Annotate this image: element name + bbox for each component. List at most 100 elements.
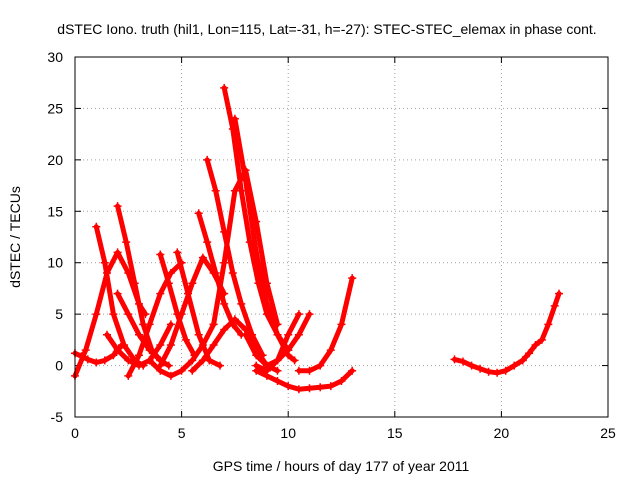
x-tick-label: 25 <box>600 425 616 441</box>
data-point <box>209 320 218 329</box>
data-point <box>177 310 186 319</box>
data-point <box>348 274 357 283</box>
y-tick-label: 15 <box>47 203 63 219</box>
data-point <box>113 289 122 298</box>
x-tick-label: 15 <box>387 425 403 441</box>
data-point <box>518 356 527 365</box>
data-point <box>220 83 229 92</box>
data-point <box>81 346 90 355</box>
data-point <box>252 366 261 375</box>
data-point <box>194 209 203 218</box>
y-tick-label: 5 <box>55 306 63 322</box>
data-point <box>237 299 246 308</box>
series-trace <box>252 310 303 375</box>
data-point <box>252 248 261 257</box>
data-point <box>262 299 271 308</box>
data-point <box>130 279 139 288</box>
x-axis-label: GPS time / hours of day 177 of year 2011 <box>213 458 470 474</box>
series-line <box>253 368 355 392</box>
data-point <box>348 366 357 375</box>
data-point <box>305 366 314 375</box>
data-point <box>337 320 346 329</box>
data-point <box>83 355 92 364</box>
data-point <box>156 289 165 298</box>
data-point <box>273 330 282 339</box>
series-trace <box>294 274 357 375</box>
data-point <box>525 349 534 358</box>
data-point <box>198 341 207 349</box>
data-point <box>544 320 553 329</box>
data-point <box>459 357 467 366</box>
data-point <box>294 310 303 319</box>
series-group <box>71 83 563 394</box>
series-trace <box>124 258 186 380</box>
data-point <box>237 186 246 195</box>
data-point <box>92 222 101 231</box>
data-point <box>135 330 143 339</box>
axis-ticks: 0 5 10 15 20 25 -5 0 5 10 15 20 25 30 <box>47 49 616 441</box>
data-point <box>316 361 325 370</box>
data-point <box>145 320 154 329</box>
data-point <box>166 341 175 349</box>
data-point <box>92 358 101 367</box>
data-point <box>284 330 293 339</box>
data-point <box>135 351 143 360</box>
data-point <box>230 114 239 123</box>
data-point <box>156 250 165 259</box>
data-point <box>510 361 519 370</box>
y-tick-label: -5 <box>51 409 64 425</box>
x-tick-label: 5 <box>178 425 186 441</box>
data-point <box>484 367 493 376</box>
data-point <box>230 315 239 324</box>
y-tick-label: 0 <box>55 358 63 374</box>
data-point <box>145 346 154 355</box>
data-point <box>113 202 122 211</box>
data-point <box>209 341 218 349</box>
data-point <box>124 310 133 319</box>
y-tick-label: 20 <box>47 152 63 168</box>
x-tick-label: 0 <box>71 425 79 441</box>
data-point <box>555 289 563 298</box>
data-point <box>228 269 237 277</box>
data-point <box>113 248 122 257</box>
data-point <box>156 341 165 349</box>
data-point <box>294 330 303 339</box>
data-point <box>124 356 133 365</box>
y-tick-label: 10 <box>47 255 63 271</box>
data-point <box>262 371 271 380</box>
data-point <box>113 346 122 355</box>
series-line <box>125 260 185 379</box>
data-point <box>164 279 173 288</box>
data-point <box>337 377 346 385</box>
data-point <box>211 186 220 195</box>
data-point <box>124 371 133 380</box>
series-trace <box>450 355 527 377</box>
data-point <box>273 377 282 385</box>
series-line <box>232 116 298 363</box>
data-point <box>493 368 502 377</box>
data-point <box>188 356 197 365</box>
x-tick-label: 20 <box>494 425 510 441</box>
data-point <box>316 383 325 392</box>
data-point <box>537 335 546 344</box>
data-point <box>211 269 220 277</box>
data-point <box>241 176 250 185</box>
data-point <box>220 325 229 334</box>
data-point <box>284 382 293 391</box>
data-point <box>177 366 186 375</box>
series-trace <box>103 320 175 370</box>
data-point <box>156 361 165 370</box>
data-point <box>305 310 314 319</box>
data-point <box>198 356 207 365</box>
data-point <box>305 384 314 393</box>
data-point <box>203 155 212 164</box>
data-point <box>92 310 101 319</box>
data-point <box>103 330 111 339</box>
data-point <box>194 330 203 339</box>
data-point <box>220 299 229 308</box>
data-point <box>467 361 476 370</box>
data-point <box>109 351 118 360</box>
data-point <box>100 258 109 267</box>
data-point <box>188 279 197 288</box>
